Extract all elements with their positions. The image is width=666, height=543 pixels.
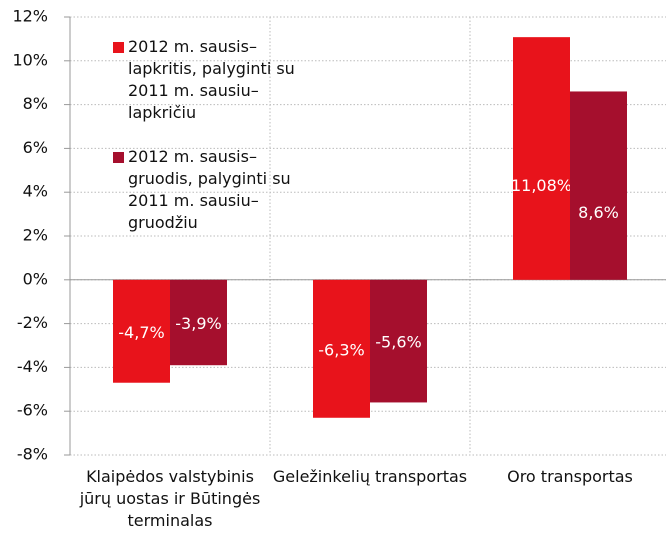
legend-label: 2012 m. sausis–gruodis, palyginti su 201… [128,147,291,232]
y-tick-label: 10% [12,50,48,69]
x-tick-label: Klaipėdos valstybinis jūrų uostas ir Būt… [79,467,261,530]
y-tick-label: 8% [23,94,48,113]
legend-swatch [113,42,124,53]
y-tick-label: 4% [23,182,48,201]
y-tick-label: 6% [23,138,48,157]
value-label: -3,9% [175,314,221,333]
legend-swatch [113,152,124,163]
y-tick-label: 2% [23,226,48,245]
y-tick-label: 12% [12,7,48,26]
value-label: 11,08% [511,176,572,195]
bar [313,279,370,418]
y-tick-label: -4% [17,357,48,376]
bar [513,37,570,280]
value-label: 8,6% [578,203,619,222]
y-tick-label: -8% [17,445,48,464]
value-label: -5,6% [375,333,421,352]
legend-label: 2012 m. sausis–lapkritis, palyginti su 2… [128,37,295,122]
x-tick-label: Oro transportas [507,467,633,486]
y-tick-label: -6% [17,401,48,420]
value-label: -6,3% [318,340,364,359]
y-tick-label: -2% [17,313,48,332]
value-label: -4,7% [118,323,164,342]
bar [570,91,627,280]
bar [113,279,170,383]
bar [370,279,427,403]
bar [170,279,227,366]
x-tick-label: Geležinkelių transportas [272,467,468,486]
y-tick-label: 0% [23,269,48,288]
